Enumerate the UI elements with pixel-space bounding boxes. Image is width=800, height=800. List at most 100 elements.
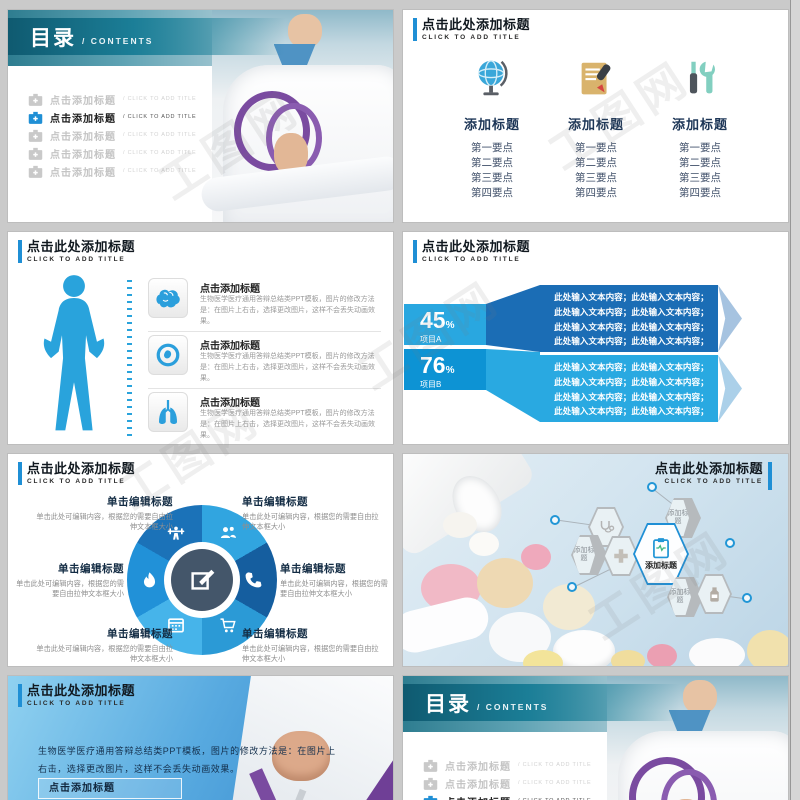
first-aid-kit-icon	[28, 111, 43, 124]
toc-item-sub: / CLICK TO ADD TITLE	[123, 132, 197, 138]
toc-item-label: 点击添加标题	[50, 95, 116, 107]
toc-item-label: 点击添加标题	[50, 167, 116, 179]
doctor-fist	[271, 731, 330, 782]
cycle-heading: 单击编辑标题	[107, 496, 173, 508]
stat-value: 45	[420, 307, 446, 333]
cycle-label: 单击编辑标题 单击此处可编辑内容，根据您的需要自由拉伸文本框大小	[33, 494, 173, 533]
slide-summary[interactable]: 点击此处添加标题 CLICK TO ADD TITLE 生物医学医疗通用答辩总结类…	[7, 675, 394, 800]
arrow-line: 此处输入文本内容；此处输入文本内容；	[554, 406, 709, 417]
brain-icon	[148, 278, 188, 318]
row-heading: 点击添加标题	[200, 284, 260, 295]
arrow-line: 此处输入文本内容；此处输入文本内容；	[554, 391, 709, 402]
column-heading: 添加标题	[671, 117, 728, 132]
cycle-text: 单击此处可编辑内容，根据您的需要自由拉伸文本框大小	[242, 644, 379, 664]
lungs-icon	[148, 392, 188, 432]
toc-item-active[interactable]: 点击添加标题 / CLICK TO ADD TITLE	[423, 792, 591, 800]
toc-item[interactable]: 点击添加标题 / CLICK TO ADD TITLE	[423, 774, 591, 792]
pill	[443, 512, 477, 538]
cycle-pie	[127, 505, 277, 655]
cycle-text: 单击此处可编辑内容，根据您的需要自由拉伸文本框大小	[242, 512, 379, 532]
slide-contents-1[interactable]: 目录 / CONTENTS 点击添加标题 / CLICK TO ADD TITLE…	[7, 9, 394, 223]
contents-header-band: 目录 / CONTENTS	[8, 18, 286, 55]
anatomy-row: 点击添加标题 生物医学医疗通用答辩总结类PPT模板，图片的修改方法是：在图片上右…	[148, 390, 383, 442]
people-icon	[218, 523, 238, 543]
stat-unit: %	[445, 365, 455, 376]
edit-pencil-icon	[171, 549, 233, 611]
hex-label-text: 添加标题	[573, 537, 595, 573]
slide-funnel[interactable]: 点击此处添加标题 CLICK TO ADD TITLE 45% 项目A 76% 项…	[402, 231, 789, 445]
slide-subtitle: CLICK TO ADD TITLE	[27, 256, 126, 263]
contents-subtitle: / CONTENTS	[477, 701, 549, 712]
column-point: 第四要点	[679, 187, 721, 199]
tools-icon	[639, 54, 761, 104]
contents-title: 目录	[30, 26, 76, 50]
human-silhouette	[43, 275, 105, 431]
summary-box: 点击添加标题	[38, 778, 182, 799]
node-dot	[550, 515, 560, 525]
contents-subtitle: / CONTENTS	[82, 35, 154, 46]
arrowhead	[718, 285, 742, 352]
pill	[523, 650, 563, 666]
slide-subtitle: CLICK TO ADD TITLE	[27, 700, 126, 707]
pill	[647, 644, 677, 666]
arrow-line: 此处输入文本内容；此处输入文本内容；	[554, 292, 709, 302]
contents-title: 目录	[425, 692, 471, 716]
column-point: 第三要点	[471, 172, 513, 184]
anatomy-row: 点击添加标题 生物医学医疗通用答辩总结类PPT模板，图片的修改方法是：在图片上右…	[148, 276, 383, 328]
pill	[469, 532, 499, 556]
cycle-label: 单击编辑标题单击此处可编辑内容，根据您的需要自由拉伸文本框大小	[242, 494, 382, 533]
toc-item-sub: / CLICK TO ADD TITLE	[518, 762, 592, 768]
row-text: 生物医学医疗通用答辩总结类PPT模板，图片的修改方法是：在图片上右击，选择更改图…	[200, 296, 375, 325]
phone-icon	[244, 570, 264, 590]
toc-item-label: 点击添加标题	[50, 113, 116, 125]
measure-ruler	[127, 280, 132, 436]
pill	[611, 650, 645, 666]
scrollbar-track[interactable]	[790, 0, 800, 800]
toc-item-label: 点击添加标题	[50, 149, 116, 161]
first-aid-kit-icon	[423, 795, 438, 800]
slide-subtitle: CLICK TO ADD TITLE	[422, 34, 521, 41]
toc-item[interactable]: 点击添加标题 / CLICK TO ADD TITLE	[28, 162, 196, 180]
column-point: 第四要点	[575, 187, 617, 199]
toc-item-active[interactable]: 点击添加标题 / CLICK TO ADD TITLE	[28, 108, 196, 126]
cycle-label: 单击编辑标题 单击此处可编辑内容，根据您的需要自由拉伸文本框大小	[10, 561, 124, 600]
calendar-icon	[166, 615, 186, 635]
memo-pen-icon	[535, 54, 657, 104]
cycle-heading: 单击编辑标题	[107, 628, 173, 640]
stat-label: 项目B	[420, 380, 442, 389]
stat-box-b: 76% 项目B	[404, 349, 486, 390]
slide-title: 点击此处添加标题	[27, 461, 136, 476]
toc-item[interactable]: 点击添加标题 / CLICK TO ADD TITLE	[423, 756, 591, 774]
column-heading: 添加标题	[463, 117, 520, 132]
arrow-line: 此处输入文本内容；此处输入文本内容；	[554, 321, 709, 332]
column-point: 第二要点	[575, 157, 617, 169]
column-point: 第二要点	[679, 157, 721, 169]
first-aid-kit-icon	[423, 759, 438, 772]
contents-list: 点击添加标题 / CLICK TO ADD TITLE 点击添加标题 / CLICK…	[423, 756, 591, 800]
slide-contents-2[interactable]: 目录 / CONTENTS 点击添加标题 / CLICK TO ADD TITLE…	[402, 675, 789, 800]
stat-label: 项目A	[420, 335, 442, 344]
slide-cycle[interactable]: 点击此处添加标题 CLICK TO ADD TITLE 单击编辑标题 单击此处可编辑…	[7, 453, 394, 667]
slide-anatomy[interactable]: 点击此处添加标题 CLICK TO ADD TITLE 点击添加标题 生物医学医疗…	[7, 231, 394, 445]
toc-item[interactable]: 点击添加标题 / CLICK TO ADD TITLE	[28, 126, 196, 144]
pill	[747, 630, 788, 666]
slide-subtitle: CLICK TO ADD TITLE	[27, 478, 126, 485]
toc-item[interactable]: 点击添加标题 / CLICK TO ADD TITLE	[28, 144, 196, 162]
pill	[689, 638, 745, 666]
slide-title: 点击此处添加标题	[27, 683, 136, 698]
cycle-heading: 单击编辑标题	[242, 496, 308, 508]
arrow-line: 此处输入文本内容；此处输入文本内容；	[554, 336, 709, 347]
slide-title: 点击此处添加标题	[422, 239, 531, 254]
column-point: 第三要点	[575, 172, 617, 184]
doctor-face	[288, 14, 323, 49]
arrowhead	[718, 355, 742, 422]
summary-paragraph: 生物医学医疗通用答辩总结类PPT模板，图片的修改方法是：在图片上右击，选择更改图…	[38, 746, 336, 774]
toc-item[interactable]: 点击添加标题 / CLICK TO ADD TITLE	[28, 90, 196, 108]
title-accent-bar	[18, 240, 22, 263]
medicine-bottle-icon	[696, 574, 732, 614]
first-aid-kit-icon	[28, 93, 43, 106]
slide-pills-hexagons[interactable]: 点击此处添加标题 CLICK TO ADD TITLE 添加标题 添加标题 添加标…	[402, 453, 789, 667]
slide-three-columns[interactable]: 点击此处添加标题 CLICK TO ADD TITLE 添加标题 第一要点 第二要…	[402, 9, 789, 223]
cycle-text: 单击此处可编辑内容，根据您的需要自由拉伸文本框大小	[36, 644, 173, 664]
